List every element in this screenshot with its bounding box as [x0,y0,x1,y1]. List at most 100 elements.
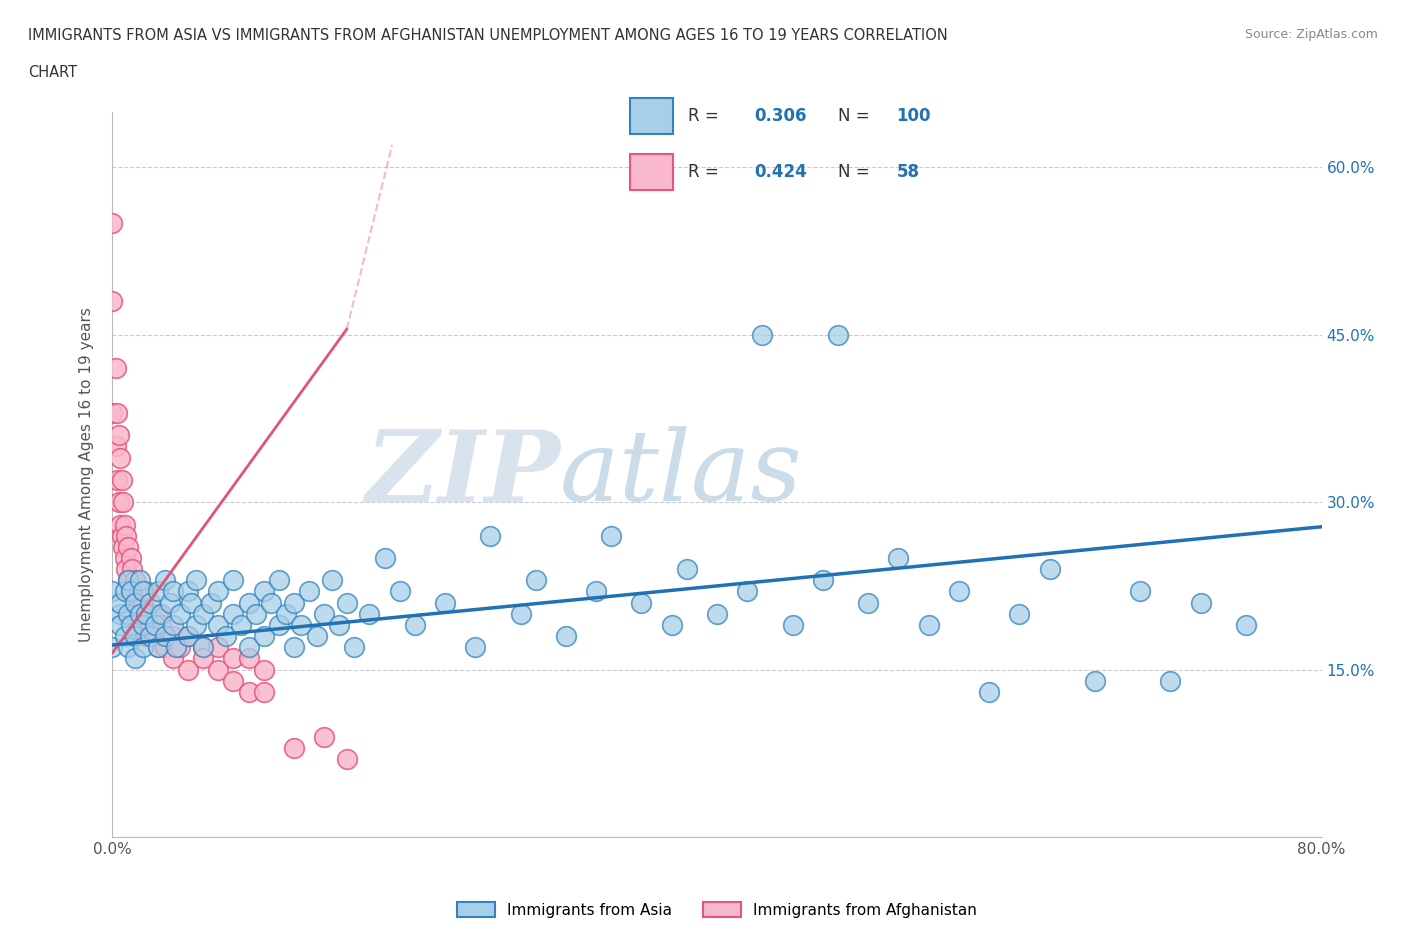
Point [177,584,200,599]
Point [114,629,136,644]
Point [222,651,245,666]
Point [135,584,157,599]
Point [238,595,260,610]
Point [887,551,910,565]
Point [600,528,623,543]
Point [149,606,172,621]
Point [165,640,187,655]
Text: N =: N = [838,163,875,181]
Point [117,539,139,554]
Point [238,651,260,666]
Point [177,662,200,677]
Point [215,629,238,644]
Text: N =: N = [838,107,875,126]
Point [751,327,773,342]
Y-axis label: Unemployment Among Ages 16 to 19 years: Unemployment Among Ages 16 to 19 years [79,307,94,642]
Point [524,573,547,588]
Point [117,573,139,588]
Text: 0.424: 0.424 [754,163,807,181]
Point [162,629,184,644]
Point [124,651,146,666]
Point [139,618,162,632]
Point [101,294,124,309]
Point [238,640,260,655]
Text: R =: R = [688,107,724,126]
Point [107,495,129,510]
Point [135,629,157,644]
Point [146,640,169,655]
Point [132,584,155,599]
Point [169,606,191,621]
Point [120,584,142,599]
Point [155,629,177,644]
Point [253,629,276,644]
Point [1234,618,1257,632]
Text: 100: 100 [897,107,931,126]
Point [706,606,728,621]
Text: ZIP: ZIP [366,426,560,523]
Point [110,472,132,487]
Point [121,562,143,577]
Point [120,584,142,599]
Text: R =: R = [688,163,724,181]
Point [114,517,136,532]
Point [374,551,396,565]
Point [276,606,298,621]
Point [143,629,166,644]
Point [336,751,359,766]
Point [737,584,759,599]
Point [1159,673,1181,688]
Point [222,673,245,688]
Point [827,327,849,342]
Point [336,595,359,610]
Point [128,573,150,588]
Point [117,606,139,621]
Point [114,551,136,565]
Point [283,595,305,610]
Point [115,562,138,577]
Text: CHART: CHART [28,65,77,80]
Point [146,640,169,655]
Point [298,584,321,599]
Point [180,595,202,610]
Point [155,640,177,655]
Point [104,439,127,454]
Point [132,618,155,632]
Point [135,606,157,621]
Point [159,595,181,610]
Point [108,450,131,465]
Point [120,551,142,565]
Point [509,606,531,621]
Point [177,629,200,644]
Point [162,618,184,632]
Point [191,640,214,655]
Point [479,528,502,543]
Point [1008,606,1031,621]
Point [127,584,149,599]
Point [207,640,229,655]
Point [191,640,214,655]
Point [128,606,150,621]
Text: IMMIGRANTS FROM ASIA VS IMMIGRANTS FROM AFGHANISTAN UNEMPLOYMENT AMONG AGES 16 T: IMMIGRANTS FROM ASIA VS IMMIGRANTS FROM … [28,28,948,43]
Point [245,606,267,621]
Point [267,618,290,632]
Point [104,361,127,376]
Point [124,573,146,588]
Point [177,629,200,644]
Point [918,618,941,632]
Point [117,573,139,588]
Bar [630,153,673,190]
Point [388,584,411,599]
Point [811,573,834,588]
Point [115,528,138,543]
Point [114,584,136,599]
Point [359,606,381,621]
Point [977,684,1000,699]
Point [290,618,312,632]
Point [948,584,970,599]
Point [112,539,135,554]
Point [207,618,229,632]
Point [184,573,207,588]
Point [675,562,697,577]
Point [132,618,155,632]
